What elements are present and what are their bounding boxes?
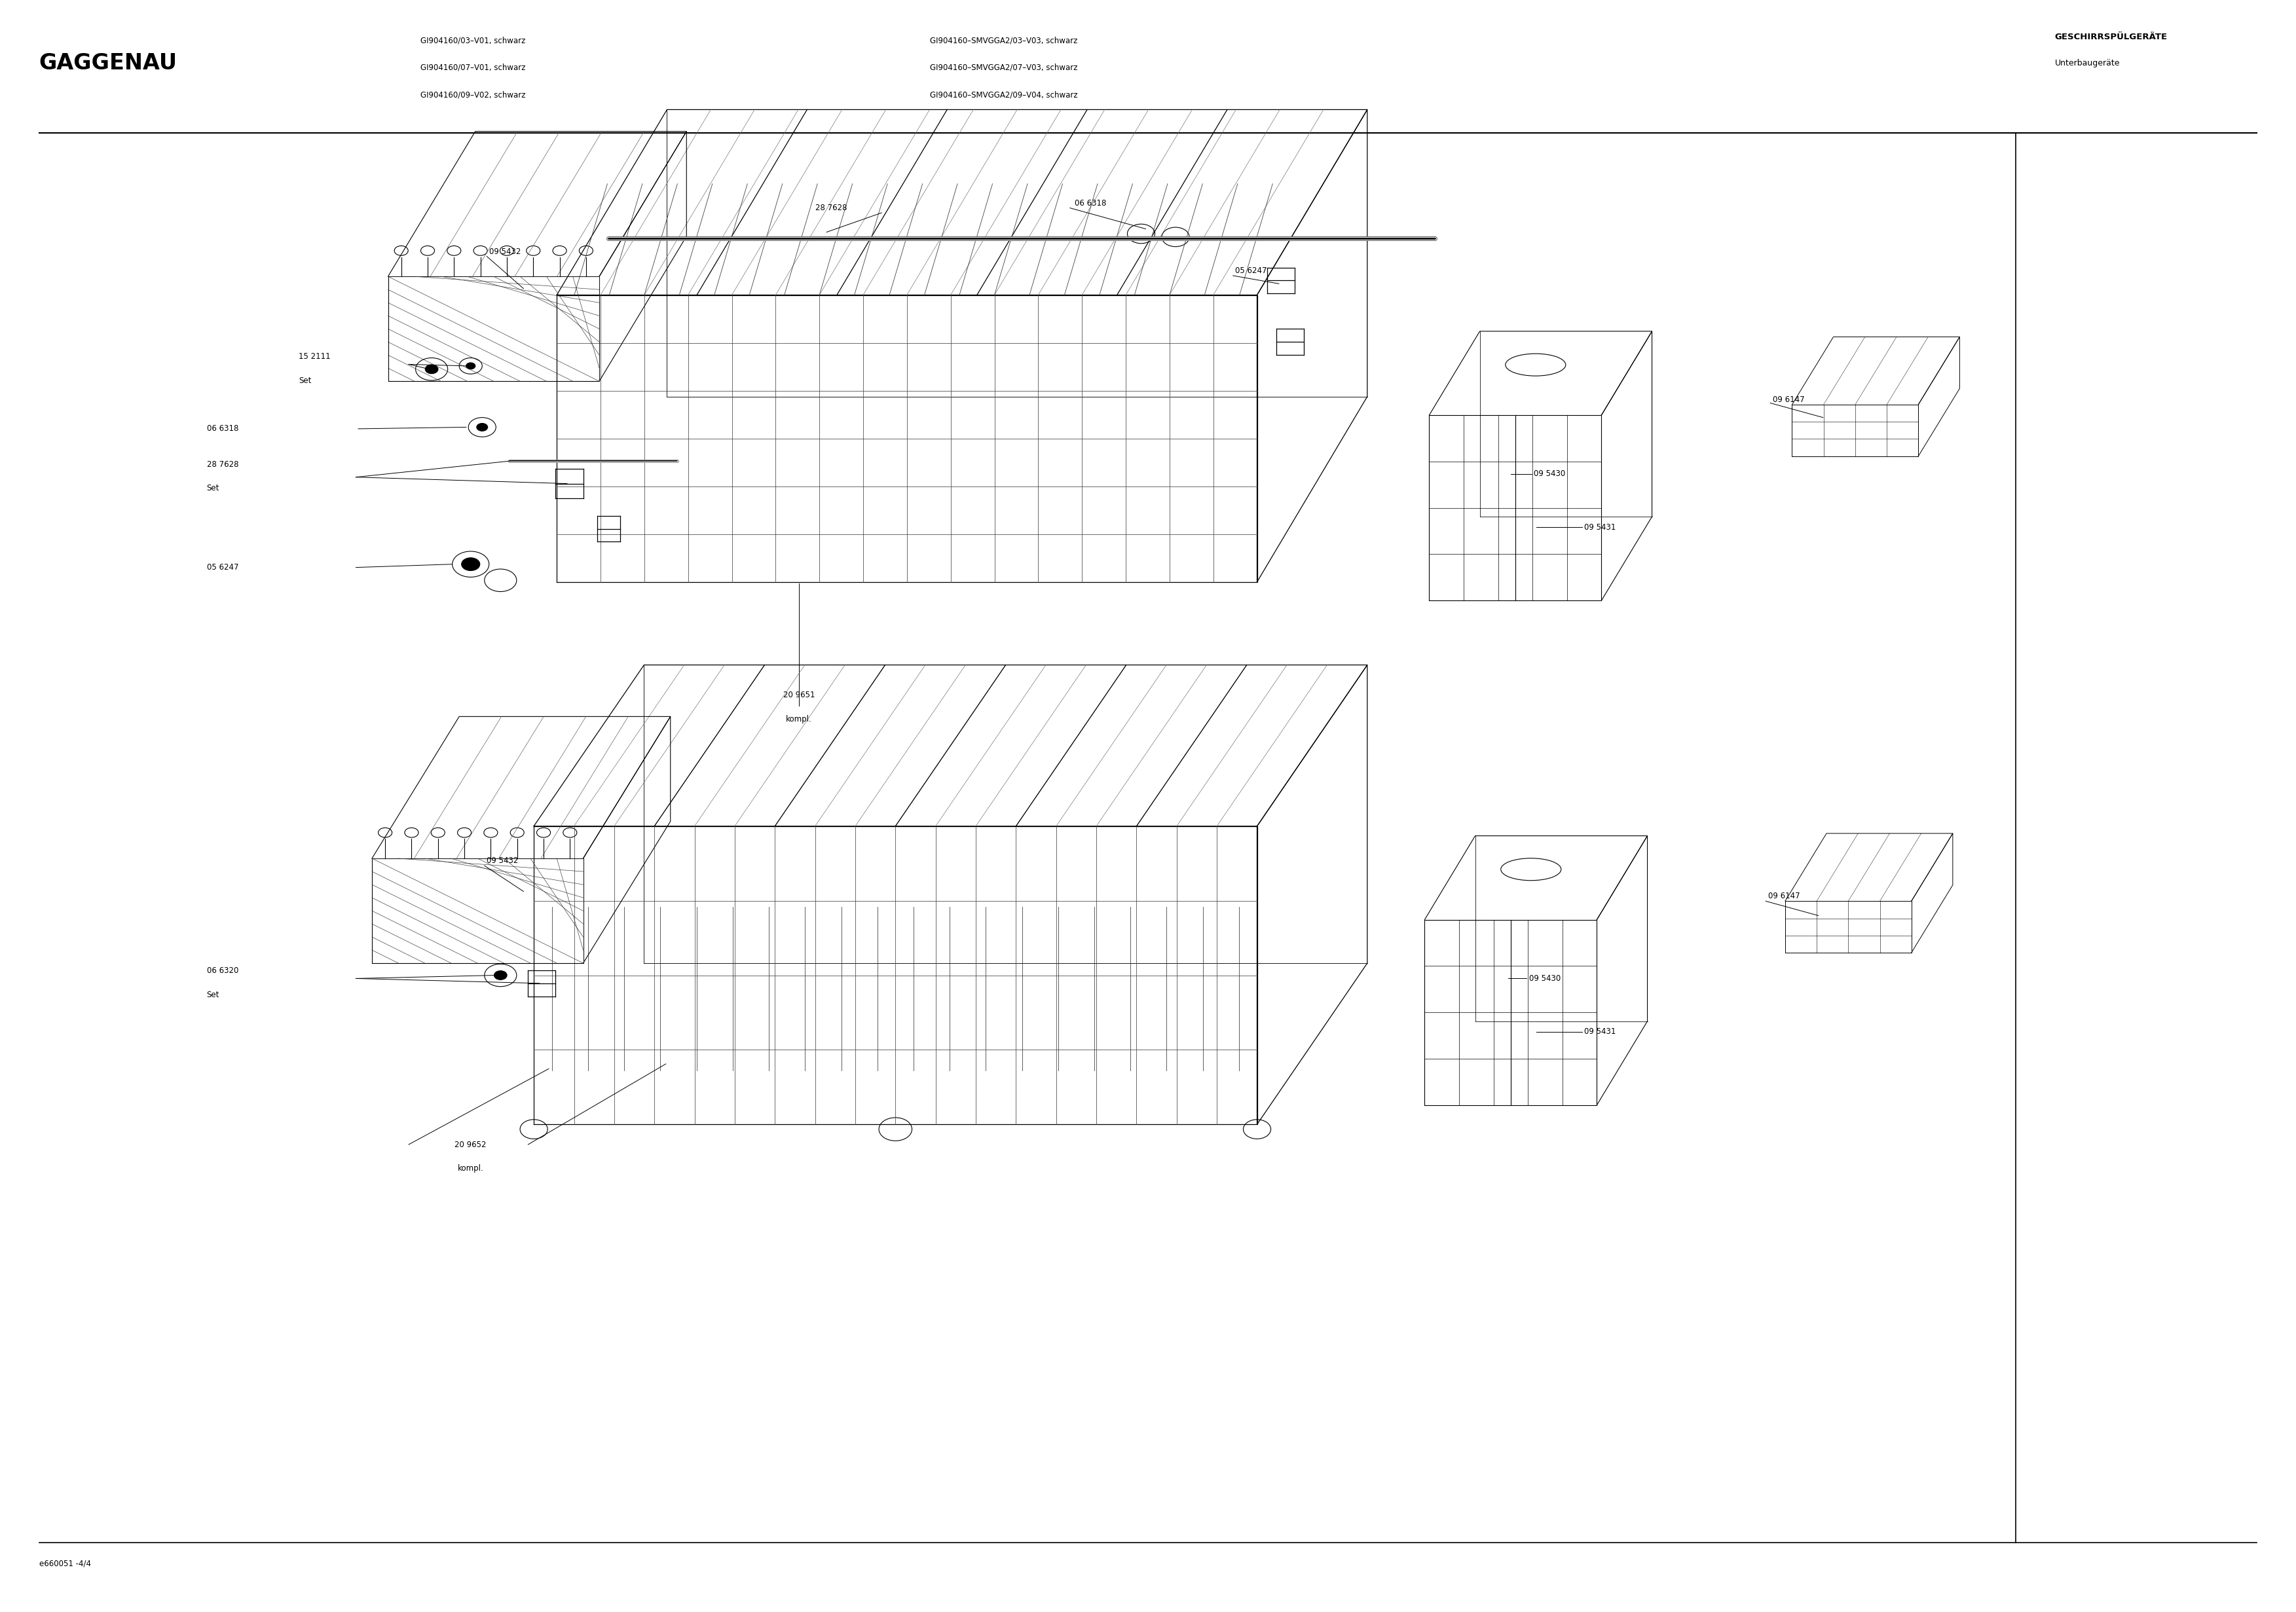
Text: 28 7628: 28 7628 bbox=[207, 459, 239, 469]
Text: Set: Set bbox=[298, 376, 312, 385]
Circle shape bbox=[466, 363, 475, 369]
Text: 15 2111: 15 2111 bbox=[298, 351, 331, 361]
Circle shape bbox=[478, 424, 487, 430]
Text: GESCHIRRSPÜLGERÄTE: GESCHIRRSPÜLGERÄTE bbox=[2055, 32, 2167, 42]
Text: 05 6247: 05 6247 bbox=[207, 563, 239, 572]
Text: 09 5432: 09 5432 bbox=[487, 856, 519, 866]
Circle shape bbox=[494, 970, 507, 980]
Text: 09 5431: 09 5431 bbox=[1584, 1027, 1616, 1037]
Circle shape bbox=[461, 558, 480, 571]
Text: GI904160–SMVGGA2/03–V03, schwarz: GI904160–SMVGGA2/03–V03, schwarz bbox=[930, 35, 1077, 45]
Text: 09 5430: 09 5430 bbox=[1529, 974, 1561, 983]
Text: GI904160–SMVGGA2/07–V03, schwarz: GI904160–SMVGGA2/07–V03, schwarz bbox=[930, 63, 1077, 73]
Text: kompl.: kompl. bbox=[457, 1164, 484, 1174]
Text: GAGGENAU: GAGGENAU bbox=[39, 52, 177, 74]
Text: 06 6320: 06 6320 bbox=[207, 966, 239, 975]
Text: Set: Set bbox=[207, 990, 220, 999]
Text: 20 9651: 20 9651 bbox=[783, 690, 815, 700]
Text: kompl.: kompl. bbox=[785, 714, 813, 724]
Text: e660051 -4/4: e660051 -4/4 bbox=[39, 1559, 92, 1568]
Text: 09 6147: 09 6147 bbox=[1773, 395, 1805, 405]
Text: 06 6318: 06 6318 bbox=[1075, 198, 1107, 208]
Text: 09 6147: 09 6147 bbox=[1768, 891, 1800, 901]
Text: GI904160/03–V01, schwarz: GI904160/03–V01, schwarz bbox=[420, 35, 526, 45]
Text: 05 6247: 05 6247 bbox=[1235, 266, 1267, 276]
Text: 20 9652: 20 9652 bbox=[455, 1140, 487, 1149]
Text: GI904160–SMVGGA2/09–V04, schwarz: GI904160–SMVGGA2/09–V04, schwarz bbox=[930, 90, 1077, 100]
Text: 06 6318: 06 6318 bbox=[207, 424, 239, 434]
Text: 09 5430: 09 5430 bbox=[1534, 469, 1566, 479]
Text: 09 5432: 09 5432 bbox=[489, 247, 521, 256]
Text: GI904160/09–V02, schwarz: GI904160/09–V02, schwarz bbox=[420, 90, 526, 100]
Text: Unterbaugeräte: Unterbaugeräte bbox=[2055, 58, 2119, 68]
Text: Set: Set bbox=[207, 484, 220, 493]
Text: 28 7628: 28 7628 bbox=[815, 203, 847, 213]
Circle shape bbox=[425, 364, 439, 374]
Text: 09 5431: 09 5431 bbox=[1584, 522, 1616, 532]
Text: GI904160/07–V01, schwarz: GI904160/07–V01, schwarz bbox=[420, 63, 526, 73]
